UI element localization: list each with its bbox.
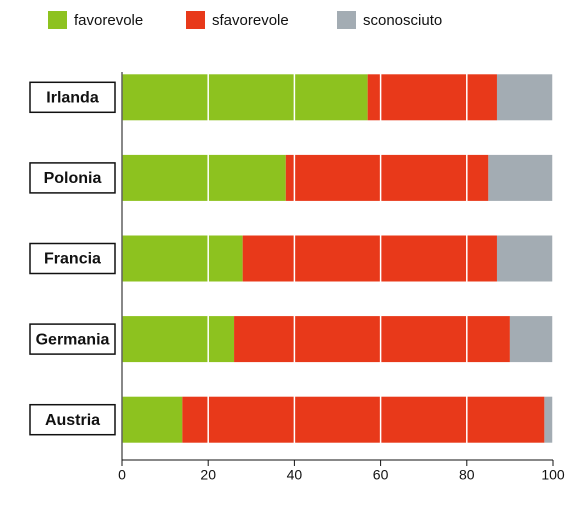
category-box xyxy=(29,323,116,355)
bar-segment xyxy=(509,316,553,363)
x-tick-label: 20 xyxy=(200,467,216,483)
legend-swatch xyxy=(186,11,205,29)
bar-segment xyxy=(488,154,553,201)
category-box xyxy=(29,403,116,436)
bar-segment xyxy=(285,154,489,201)
category-box xyxy=(29,162,116,194)
bar-segment xyxy=(182,396,545,443)
bar-segment xyxy=(544,396,553,443)
x-tick-label: 100 xyxy=(541,467,565,483)
bar-segment xyxy=(122,74,368,121)
legend-label: favorevole xyxy=(74,12,143,29)
bar-segment xyxy=(122,316,235,363)
legend-swatch xyxy=(48,11,67,29)
legend-swatch xyxy=(337,11,356,29)
x-tick-label: 0 xyxy=(118,467,126,483)
category-label: Irlanda xyxy=(46,90,99,107)
bar-segment xyxy=(367,74,497,121)
category-label: Germania xyxy=(36,331,110,348)
category-label: Austria xyxy=(45,412,100,429)
x-tick-label: 60 xyxy=(373,467,389,483)
bar-segment xyxy=(242,235,497,282)
category-box xyxy=(29,242,116,275)
legend-label: sfavorevole xyxy=(212,12,289,29)
x-tick-label: 80 xyxy=(459,467,475,483)
bar-segment xyxy=(122,154,286,201)
bar-segment xyxy=(496,235,553,282)
bar-segment xyxy=(122,235,243,282)
bar-segment xyxy=(122,396,183,443)
bar-segment xyxy=(496,74,553,121)
bar-segment xyxy=(234,316,510,363)
category-label: Polonia xyxy=(44,170,102,187)
category-box xyxy=(29,81,116,114)
category-label: Francia xyxy=(44,251,101,268)
x-tick-label: 40 xyxy=(287,467,303,483)
legend-label: sconosciuto xyxy=(363,12,442,29)
